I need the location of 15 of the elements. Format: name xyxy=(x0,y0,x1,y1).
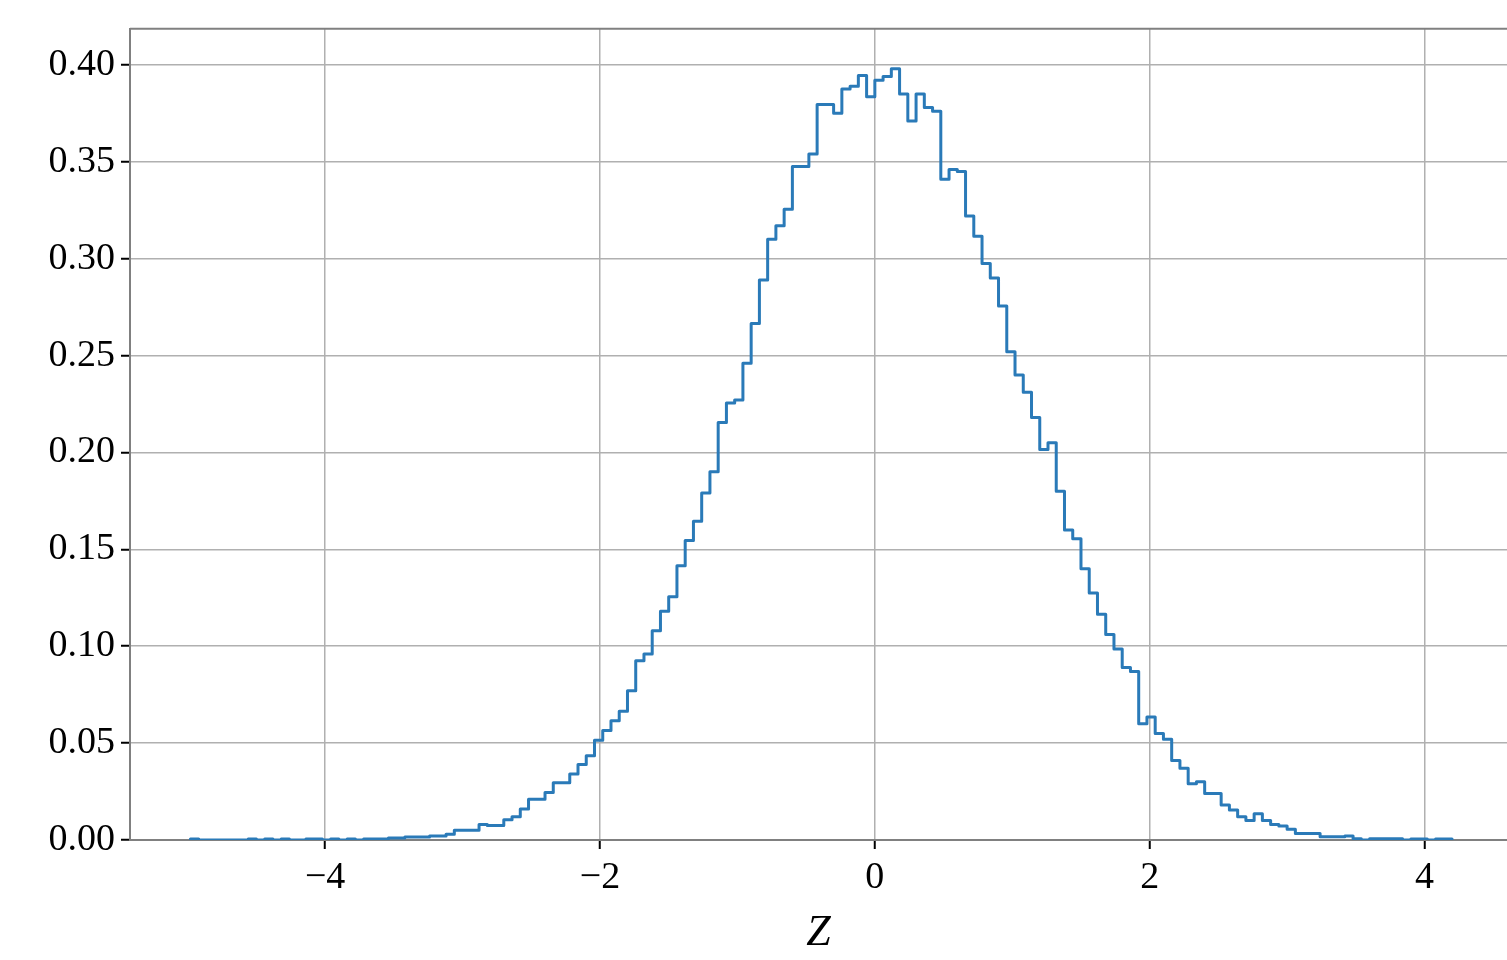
y-tick-label: 0.40 xyxy=(48,40,115,83)
x-axis-title: Z xyxy=(806,906,832,956)
y-tick-label: 0.20 xyxy=(48,428,115,471)
y-tick-label: 0.05 xyxy=(48,719,115,762)
y-tick-label: 0.00 xyxy=(48,815,115,858)
y-tick-label: 0.25 xyxy=(48,331,115,374)
x-tick-label: −4 xyxy=(304,853,346,896)
x-tick-label: 4 xyxy=(1415,853,1435,896)
x-tick-label: 0 xyxy=(865,853,885,896)
y-tick-label: 0.15 xyxy=(48,525,115,568)
y-tick-label: 0.35 xyxy=(48,137,115,180)
y-tick-label: 0.10 xyxy=(48,622,115,665)
x-tick-label: 2 xyxy=(1140,853,1160,896)
x-tick-label: −2 xyxy=(579,853,621,896)
y-tick-label: 0.30 xyxy=(48,234,115,277)
